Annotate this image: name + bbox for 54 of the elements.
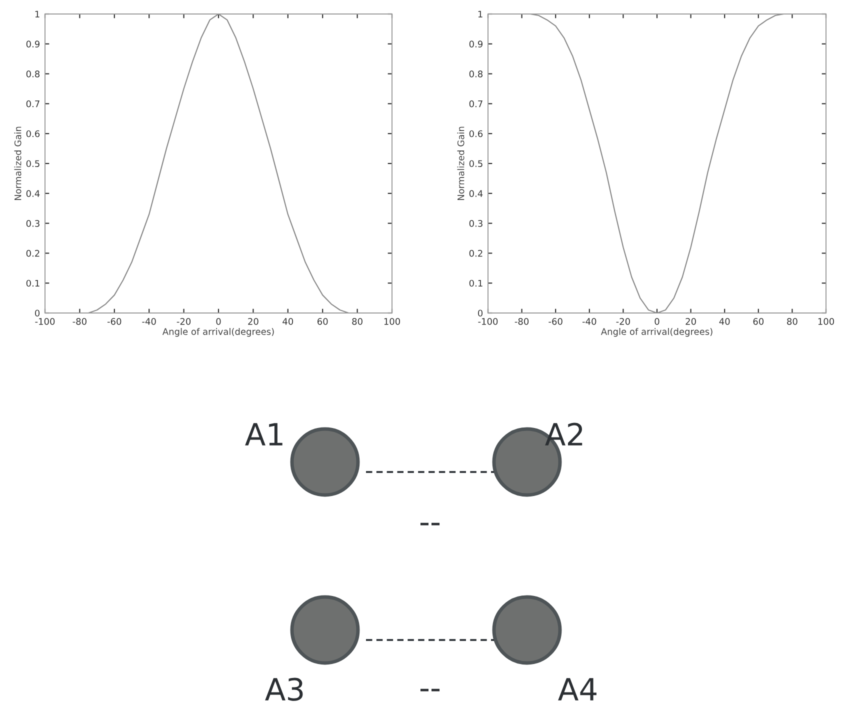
x-tick-label: 0 [216,318,221,325]
x-tick-label: 20 [686,318,696,325]
y-axis-title: Normalized Gain [457,126,464,200]
y-tick-label: 0.1 [469,280,482,287]
y-tick-label: 0.9 [26,40,40,48]
x-tick-label: -40 [142,318,156,325]
x-tick-label: -20 [616,318,630,325]
x-tick-label: 60 [753,318,764,325]
y-tick-label: 0.8 [469,70,483,78]
x-tick-label: -100 [478,318,498,325]
text: A2 [545,422,582,446]
x-tick-label: -80 [72,318,86,325]
x-tick-label: 40 [719,318,730,325]
x-axis-title: Angle of arrival(degrees) [600,328,712,337]
y-tick-label: 0.6 [469,130,483,138]
x-tick-label: 40 [282,318,294,325]
x-tick-label: 0 [654,318,660,325]
x-tick-label: 80 [787,318,798,325]
text: -- [420,522,440,526]
x-tick-label: -40 [582,318,596,325]
y-tick-label: 0.4 [469,190,483,197]
y-tick-label: 1 [35,10,40,18]
text: A4 [558,678,596,700]
y-tick-label: 0.1 [26,280,40,287]
x-axis-title: Angle of arrival(degrees) [162,328,274,337]
y-tick-label: 0.7 [469,100,482,108]
text: -- [420,688,440,692]
y-tick-label: 0 [34,310,40,317]
x-tick-label: 100 [818,318,834,325]
x-tick-label: 80 [352,318,362,325]
y-tick-label: 0.9 [469,40,483,48]
y-tick-label: 0.4 [26,190,40,197]
x-tick-label: -60 [548,318,562,325]
y-tick-label: 0.5 [26,160,40,168]
y-tick-label: 0.2 [469,250,482,257]
x-tick-label: -100 [35,318,55,325]
x-tick-label: 100 [384,318,400,325]
x-tick-label: -80 [514,318,529,325]
y-tick-label: 0.5 [469,160,482,168]
y-tick-label: 0.7 [26,100,40,108]
y-tick-label: 0.3 [26,220,40,227]
y-tick-label: 0.3 [469,220,482,227]
x-tick-label: -60 [107,318,122,325]
x-tick-label: -20 [176,318,191,325]
y-axis-title: Normalized Gain [14,126,22,200]
x-tick-label: 20 [248,318,258,325]
y-tick-label: 0.6 [26,130,40,138]
y-tick-label: 1 [478,10,482,18]
text: A3 [265,678,303,701]
text: A1 [245,423,282,446]
y-tick-label: 0.2 [26,250,40,257]
x-tick-label: 60 [317,318,328,325]
y-tick-label: 0 [478,310,483,317]
y-tick-label: 0.8 [26,70,40,78]
